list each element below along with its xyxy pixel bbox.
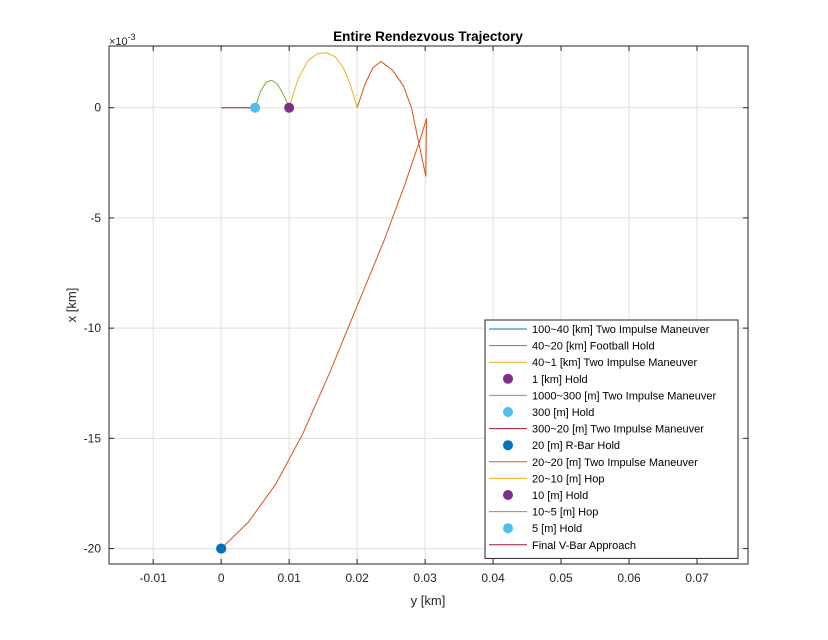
legend-marker xyxy=(503,523,513,534)
x-tick-label: 0.03 xyxy=(413,571,437,585)
legend-label: 300~20 [m] Two Impulse Maneuver xyxy=(532,424,704,436)
axes-box xyxy=(108,45,749,565)
series-line-6 xyxy=(288,52,358,108)
x-tick-label: 0.04 xyxy=(481,571,505,585)
series-marker-2 xyxy=(216,543,227,554)
series-marker-3 xyxy=(284,102,295,113)
x-tick-label: 0.06 xyxy=(617,571,641,585)
series-marker-4 xyxy=(250,102,261,113)
x-tick-label: 0 xyxy=(218,571,225,585)
y-axis-label: x [km] xyxy=(64,288,79,323)
legend-marker xyxy=(503,440,513,451)
legend-marker xyxy=(503,373,513,384)
x-tick-label: 0.01 xyxy=(277,571,301,585)
x-tick-label: -0.01 xyxy=(140,571,168,585)
x-tick-label: 0.07 xyxy=(685,571,709,585)
legend-label: 20~10 [m] Hop xyxy=(532,473,604,485)
legend-label: 20~20 [m] Two Impulse Maneuver xyxy=(532,457,698,469)
chart-title: Entire Rendezvous Trajectory xyxy=(333,29,523,44)
series-line-5 xyxy=(220,60,427,549)
y-axis-exponent: ×10-3 xyxy=(109,32,136,48)
ticks: -0.01 0 0.01 0.02 0.03 0.04 0.05 0.06 0.07 0 -5 -10… xyxy=(84,46,748,585)
legend-label: 20 [m] R-Bar Hold xyxy=(532,440,620,452)
x-tick-label: 0.02 xyxy=(345,571,369,585)
legend-marker xyxy=(503,490,513,500)
x-tick-label: 0.05 xyxy=(549,571,573,585)
y-tick-label: -20 xyxy=(84,542,102,556)
legend: 100~40 [km] Two Impulse Maneuver 40~20 [k… xyxy=(484,319,739,559)
legend-label: 40~20 [km] Football Hold xyxy=(532,341,655,353)
y-tick-label: 0 xyxy=(94,101,101,115)
series-line-7 xyxy=(254,79,290,108)
legend-label: 1000~300 [m] Two Impulse Maneuver xyxy=(532,390,716,402)
legend-label: 10 [m] Hold xyxy=(532,490,588,502)
legend-label: 300 [m] Hold xyxy=(532,407,594,419)
legend-label: 1 [km] Hold xyxy=(532,374,588,386)
series-layer xyxy=(216,52,427,554)
y-tick-label: -10 xyxy=(84,321,102,335)
legend-label: 10~5 [m] Hop xyxy=(532,507,598,519)
x-axis-label: y [km] xyxy=(411,593,446,608)
legend-label: 5 [m] Hold xyxy=(532,523,582,535)
y-tick-label: -5 xyxy=(90,211,101,225)
legend-marker xyxy=(503,407,513,417)
legend-label: Final V-Bar Approach xyxy=(532,540,636,552)
legend-box xyxy=(484,319,739,559)
y-tick-label: -15 xyxy=(84,431,102,445)
legend-label: 100~40 [km] Two Impulse Maneuver xyxy=(532,324,710,336)
legend-label: 40~1 [km] Two Impulse Maneuver xyxy=(532,357,698,369)
grid xyxy=(109,46,748,564)
